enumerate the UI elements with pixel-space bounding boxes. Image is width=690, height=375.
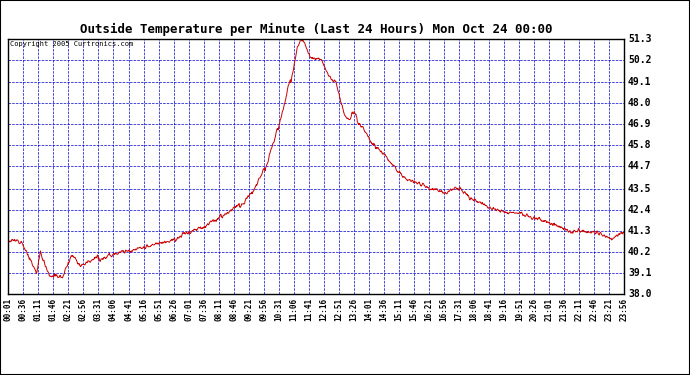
Text: 46.9: 46.9 — [628, 119, 651, 129]
Text: 09:56: 09:56 — [259, 298, 268, 321]
Text: 05:16: 05:16 — [139, 298, 148, 321]
Text: 08:11: 08:11 — [214, 298, 223, 321]
Text: 17:31: 17:31 — [455, 298, 464, 321]
Text: 39.1: 39.1 — [628, 268, 651, 278]
Text: 11:41: 11:41 — [304, 298, 313, 321]
Text: 21:01: 21:01 — [545, 298, 554, 321]
Text: 44.7: 44.7 — [628, 161, 651, 171]
Text: 40.2: 40.2 — [628, 247, 651, 257]
Text: 41.3: 41.3 — [628, 226, 651, 236]
Text: 07:36: 07:36 — [199, 298, 208, 321]
Text: 11:06: 11:06 — [289, 298, 298, 321]
Text: 05:51: 05:51 — [154, 298, 163, 321]
Text: Copyright 2005 Curtronics.com: Copyright 2005 Curtronics.com — [10, 41, 133, 47]
Text: 08:46: 08:46 — [229, 298, 238, 321]
Text: 43.5: 43.5 — [628, 184, 651, 194]
Text: 42.4: 42.4 — [628, 205, 651, 215]
Text: 14:01: 14:01 — [364, 298, 373, 321]
Text: 45.8: 45.8 — [628, 140, 651, 150]
Text: 15:46: 15:46 — [410, 298, 419, 321]
Text: 19:16: 19:16 — [500, 298, 509, 321]
Text: 07:01: 07:01 — [184, 298, 193, 321]
Text: 01:11: 01:11 — [34, 298, 43, 321]
Text: 48.0: 48.0 — [628, 98, 651, 108]
Text: 00:01: 00:01 — [3, 298, 13, 321]
Text: 23:56: 23:56 — [620, 298, 629, 321]
Text: 01:46: 01:46 — [49, 298, 58, 321]
Text: 10:31: 10:31 — [275, 298, 284, 321]
Text: 18:06: 18:06 — [470, 298, 479, 321]
Text: 06:26: 06:26 — [169, 298, 178, 321]
Text: 12:16: 12:16 — [319, 298, 328, 321]
Text: 22:11: 22:11 — [575, 298, 584, 321]
Text: 12:51: 12:51 — [335, 298, 344, 321]
Text: Outside Temperature per Minute (Last 24 Hours) Mon Oct 24 00:00: Outside Temperature per Minute (Last 24 … — [80, 22, 553, 36]
Text: 04:41: 04:41 — [124, 298, 133, 321]
Text: 09:21: 09:21 — [244, 298, 253, 321]
Text: 16:21: 16:21 — [424, 298, 433, 321]
Text: 14:36: 14:36 — [380, 298, 388, 321]
Text: 04:06: 04:06 — [109, 298, 118, 321]
Text: 23:21: 23:21 — [605, 298, 614, 321]
Text: 02:56: 02:56 — [79, 298, 88, 321]
Text: 49.1: 49.1 — [628, 76, 651, 87]
Text: 00:36: 00:36 — [19, 298, 28, 321]
Text: 22:46: 22:46 — [590, 298, 599, 321]
Text: 21:36: 21:36 — [560, 298, 569, 321]
Text: 50.2: 50.2 — [628, 56, 651, 66]
Text: 15:11: 15:11 — [395, 298, 404, 321]
Text: 02:21: 02:21 — [64, 298, 73, 321]
Text: 03:31: 03:31 — [94, 298, 103, 321]
Text: 16:56: 16:56 — [440, 298, 449, 321]
Text: 19:51: 19:51 — [515, 298, 524, 321]
Text: 20:26: 20:26 — [530, 298, 539, 321]
Text: 51.3: 51.3 — [628, 34, 651, 44]
Text: 18:41: 18:41 — [484, 298, 493, 321]
Text: 13:26: 13:26 — [349, 298, 358, 321]
Text: 38.0: 38.0 — [628, 290, 651, 299]
